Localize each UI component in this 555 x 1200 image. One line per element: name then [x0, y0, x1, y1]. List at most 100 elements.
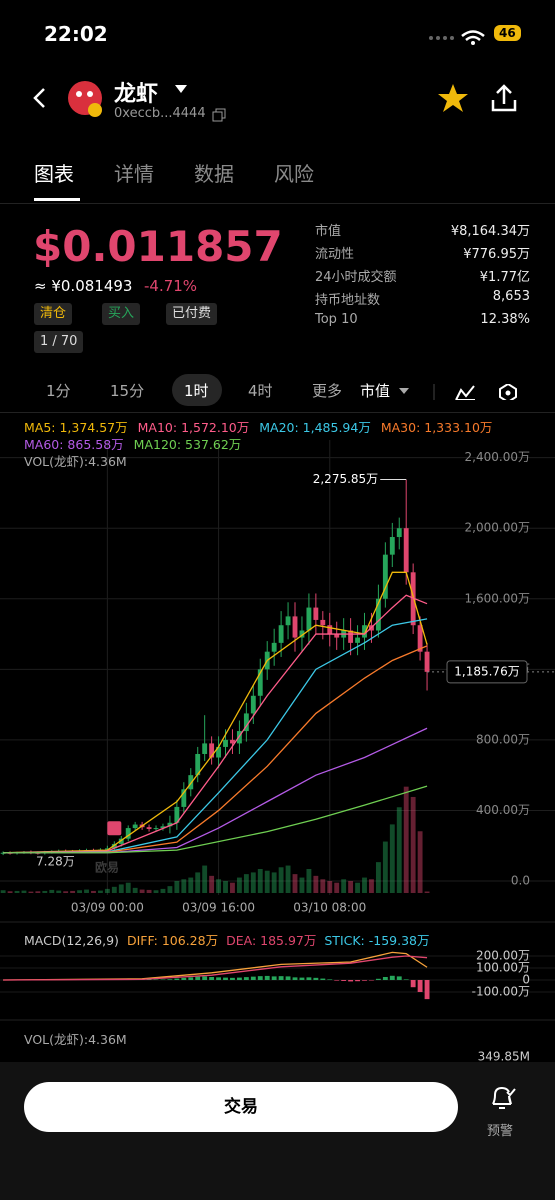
candle-body [278, 625, 284, 643]
candle-body [188, 775, 194, 790]
interval[interactable]: 1时 [184, 382, 209, 400]
token-name[interactable]: 龙虾 [114, 82, 159, 107]
divider [0, 203, 555, 204]
volume-bar [257, 868, 263, 893]
legend-entry: MA60: 865.58万 [24, 437, 124, 452]
interval-active [172, 374, 222, 406]
candle-body [403, 528, 409, 573]
tab[interactable]: 详情 [114, 162, 154, 186]
back-button[interactable] [30, 86, 50, 110]
macd-bar [313, 977, 319, 980]
ma-line [3, 594, 428, 854]
volume-bar [292, 874, 298, 893]
stat-label: 24小时成交额 [315, 270, 397, 285]
tab[interactable]: 风险 [274, 162, 314, 186]
volume-bar [334, 882, 340, 893]
badge: 买入 [102, 303, 141, 325]
volume-bar [21, 890, 27, 893]
y-tick-label: 0.0 [511, 874, 530, 888]
volume-bar [341, 879, 347, 893]
copy-icon[interactable] [212, 108, 226, 122]
x-tick-label: 03/10 08:00 [293, 901, 366, 915]
share-button[interactable] [488, 82, 520, 114]
interval[interactable]: 1分 [46, 382, 71, 400]
interval[interactable]: 更多 [312, 382, 343, 400]
macd-bar [299, 977, 305, 980]
macd-bar [167, 979, 173, 980]
interval[interactable]: 4时 [248, 382, 273, 400]
y-tick-label: 0 [522, 973, 530, 987]
macd-bar [285, 976, 291, 980]
low-note: 7.28万 [36, 855, 75, 869]
chart-tools[interactable] [398, 384, 518, 400]
volume-bar [403, 786, 409, 893]
candle-body [257, 669, 263, 696]
volume-bar [125, 882, 131, 893]
price: $0.011857 [33, 222, 283, 271]
candle-body [118, 838, 124, 844]
favorite-star[interactable] [436, 82, 470, 114]
candle-body [195, 753, 201, 776]
stat-label: 持币地址数 [315, 293, 381, 308]
macd-bar [306, 977, 312, 980]
legend-entry: VOL(龙虾):4.36M [24, 454, 127, 469]
candle-body [111, 843, 117, 849]
volume-bar [56, 890, 62, 893]
tab[interactable]: 数据 [194, 162, 234, 186]
volume-bar [97, 890, 103, 893]
dropdown-icon[interactable] [174, 84, 188, 94]
trade-button[interactable]: 交易 [24, 1082, 458, 1132]
macd-bar [278, 976, 284, 980]
legend-entry: DEA: 185.97万 [226, 933, 317, 948]
volume-bar [299, 877, 305, 893]
volume-bar [424, 891, 430, 893]
macd-bar [209, 977, 215, 980]
stat-label: Top 10 [315, 312, 358, 327]
tab[interactable]: 图表 [34, 162, 74, 186]
candle-body [0, 852, 6, 854]
legend-entry: DIFF: 106.28万 [126, 933, 219, 948]
stat-value: ¥1.77亿 [479, 270, 530, 285]
volume-bar [417, 831, 423, 893]
macd-bar [236, 977, 242, 980]
volume-bar [320, 879, 326, 893]
volume-bar [396, 807, 402, 893]
interval[interactable]: 市值 [360, 382, 391, 400]
volume-bar [362, 877, 367, 893]
volume-bar [146, 889, 152, 893]
alert-icon[interactable] [487, 1084, 517, 1112]
candle-body [146, 827, 152, 829]
volume-bar [7, 891, 13, 893]
candle-body [355, 637, 360, 643]
battery: 46 [494, 25, 521, 41]
macd-bar [320, 978, 326, 980]
y-tick-label: 800.00万 [476, 732, 530, 746]
watermark: 欧易 [95, 860, 119, 875]
legend-entry: MA30: 1,333.10万 [380, 420, 493, 435]
legend-entry: MA20: 1,485.94万 [259, 420, 371, 435]
candle-body [327, 625, 333, 635]
status-icons [429, 30, 485, 45]
interval[interactable]: 15分 [110, 382, 145, 400]
macd-bar [264, 975, 270, 980]
volume-bar [271, 872, 277, 893]
macd-bar [355, 980, 360, 982]
macd-bar [216, 977, 221, 980]
ma-line [3, 645, 428, 854]
alert-label[interactable]: 预警 [487, 1124, 514, 1139]
macd-bar [327, 979, 333, 980]
macd-bar [202, 976, 208, 980]
y-tick-label: 2,000.00万 [465, 521, 530, 535]
candle-body [167, 822, 173, 827]
volume-bar [209, 875, 215, 893]
volume-bar [139, 889, 145, 893]
candle-body [104, 848, 110, 850]
volume-bar [160, 888, 166, 893]
candle-body [348, 630, 354, 643]
ma-line [3, 785, 428, 854]
volume-bar [306, 868, 312, 893]
candle-body [396, 528, 402, 538]
stat-label: 市值 [315, 224, 342, 239]
high-label: 2,275.85万 [313, 472, 378, 486]
candle-body [417, 625, 423, 652]
